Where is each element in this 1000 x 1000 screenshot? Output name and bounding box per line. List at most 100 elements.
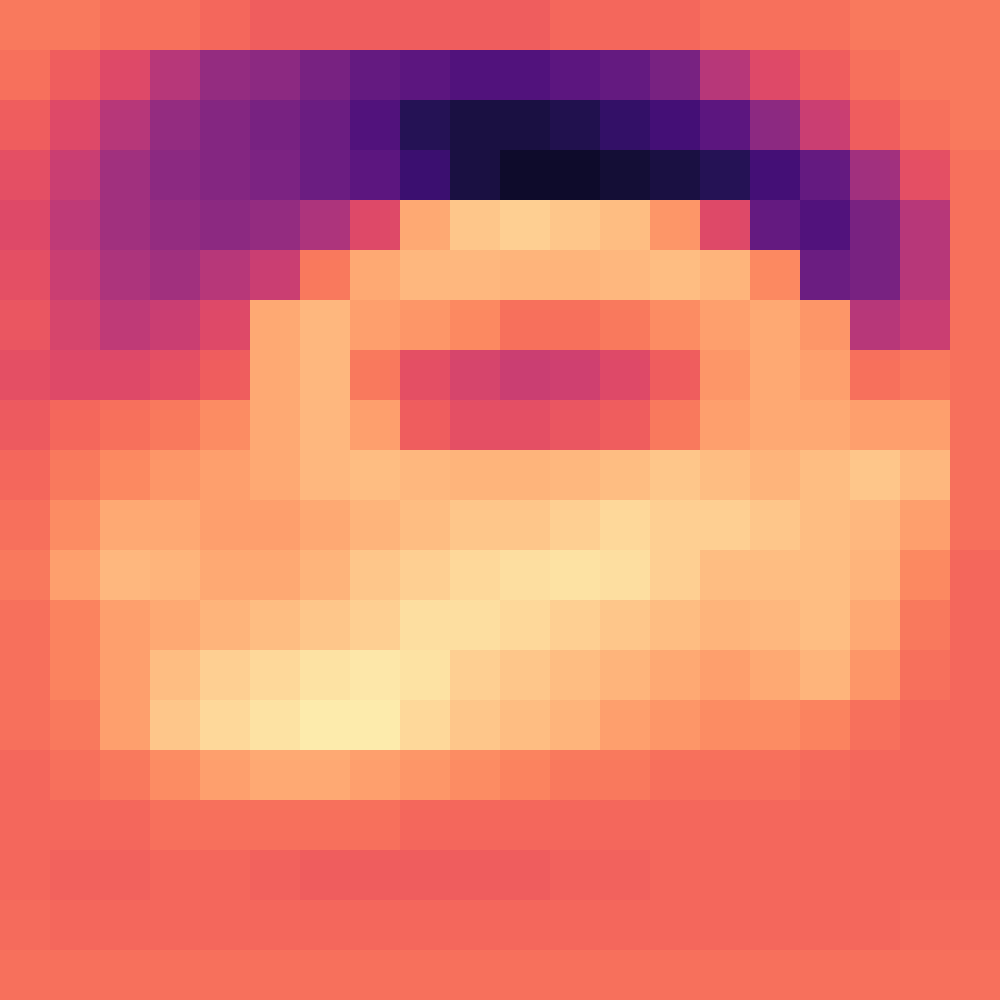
heatmap-cell: [800, 50, 851, 101]
heatmap-cell: [750, 650, 801, 701]
heatmap-cell: [150, 750, 201, 801]
heatmap-cell: [350, 200, 401, 251]
heatmap-cell: [250, 750, 301, 801]
heatmap-cell: [150, 650, 201, 701]
heatmap-cell: [450, 200, 501, 251]
heatmap-cell: [350, 800, 401, 851]
heatmap-cell: [850, 750, 901, 801]
heatmap-cell: [200, 0, 251, 51]
heatmap-cell: [200, 450, 251, 501]
heatmap-cell: [750, 750, 801, 801]
heatmap-cell: [400, 50, 451, 101]
heatmap-cell: [300, 0, 351, 51]
heatmap-cell: [100, 950, 151, 1000]
heatmap-cell: [600, 450, 651, 501]
heatmap-cell: [50, 350, 101, 401]
heatmap-cell: [350, 300, 401, 351]
heatmap-cell: [50, 500, 101, 551]
heatmap-cell: [500, 200, 551, 251]
heatmap-cell: [350, 850, 401, 901]
heatmap-cell: [100, 750, 151, 801]
heatmap-cell: [400, 850, 451, 901]
heatmap-cell: [400, 150, 451, 201]
heatmap-cell: [250, 300, 301, 351]
heatmap-cell: [200, 700, 251, 751]
heatmap-cell: [0, 500, 51, 551]
heatmap-cell: [800, 150, 851, 201]
heatmap-cell: [650, 550, 701, 601]
heatmap-cell: [300, 650, 351, 701]
heatmap-cell: [850, 950, 901, 1000]
heatmap-cell: [450, 300, 501, 351]
heatmap-cell: [50, 650, 101, 701]
heatmap-cell: [450, 800, 501, 851]
heatmap-cell: [300, 500, 351, 551]
heatmap-cell: [150, 700, 201, 751]
heatmap-cell: [950, 800, 1000, 851]
heatmap-cell: [350, 100, 401, 151]
heatmap-cell: [800, 850, 851, 901]
heatmap-cell: [950, 850, 1000, 901]
heatmap-cell: [750, 300, 801, 351]
heatmap-cell: [550, 100, 601, 151]
heatmap-cell: [550, 500, 601, 551]
heatmap-cell: [350, 450, 401, 501]
heatmap-cell: [450, 550, 501, 601]
heatmap-cell: [400, 650, 451, 701]
heatmap-cell: [400, 500, 451, 551]
heatmap-cell: [150, 200, 201, 251]
heatmap-cell: [600, 700, 651, 751]
heatmap-cell: [950, 600, 1000, 651]
heatmap-cell: [200, 250, 251, 301]
heatmap-cell: [250, 550, 301, 601]
heatmap-cell: [200, 350, 251, 401]
heatmap-cell: [900, 350, 951, 401]
heatmap-cell: [400, 800, 451, 851]
heatmap-cell: [900, 900, 951, 951]
heatmap-cell: [250, 450, 301, 501]
heatmap-cell: [400, 700, 451, 751]
heatmap-cell: [950, 400, 1000, 451]
heatmap-cell: [750, 250, 801, 301]
heatmap-cell: [400, 750, 451, 801]
heatmap-cell: [700, 500, 751, 551]
heatmap-cell: [0, 100, 51, 151]
heatmap-cell: [250, 650, 301, 701]
heatmap-cell: [400, 950, 451, 1000]
heatmap-cell: [600, 200, 651, 251]
heatmap-cell: [800, 0, 851, 51]
heatmap-cell: [100, 100, 151, 151]
heatmap-cell: [550, 50, 601, 101]
heatmap-cell: [750, 0, 801, 51]
heatmap-cell: [200, 500, 251, 551]
heatmap-cell: [450, 950, 501, 1000]
heatmap-cell: [450, 850, 501, 901]
heatmap-cell: [700, 850, 751, 901]
heatmap-cell: [450, 250, 501, 301]
heatmap-cell: [450, 750, 501, 801]
heatmap-cell: [550, 800, 601, 851]
heatmap-cell: [750, 550, 801, 601]
heatmap-cell: [0, 600, 51, 651]
heatmap-cell: [100, 500, 151, 551]
heatmap-cell: [350, 550, 401, 601]
heatmap-cell: [700, 100, 751, 151]
heatmap-cell: [550, 300, 601, 351]
heatmap-cell: [800, 750, 851, 801]
heatmap-cell: [300, 150, 351, 201]
heatmap-cell: [200, 150, 251, 201]
heatmap-cell: [850, 200, 901, 251]
heatmap-cell: [600, 300, 651, 351]
heatmap-cell: [750, 100, 801, 151]
heatmap-cell: [550, 0, 601, 51]
heatmap-cell: [700, 400, 751, 451]
heatmap-cell: [200, 900, 251, 951]
heatmap-cell: [800, 200, 851, 251]
heatmap-cell: [800, 100, 851, 151]
heatmap-cell: [350, 750, 401, 801]
heatmap-cell: [350, 350, 401, 401]
heatmap-cell: [400, 250, 451, 301]
heatmap-cell: [700, 350, 751, 401]
heatmap-cell: [450, 150, 501, 201]
heatmap-cell: [900, 500, 951, 551]
